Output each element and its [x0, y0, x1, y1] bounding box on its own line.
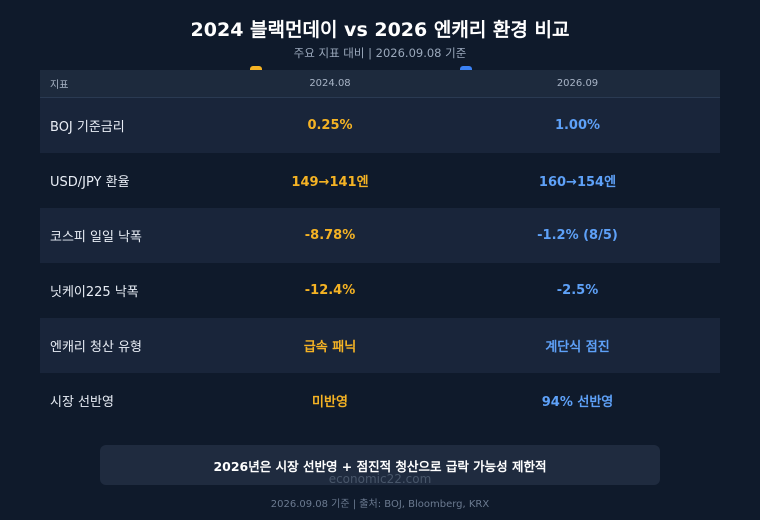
- table-row: BOJ 기준금리 0.25% 1.00%: [40, 98, 720, 153]
- table-row: 코스피 일일 낙폭 -8.78% -1.2% (8/5): [40, 208, 720, 263]
- value-2026: 계단식 점진: [545, 340, 610, 355]
- header-2026: 2026.09: [556, 78, 599, 89]
- value-2026: 94% 선반영: [541, 395, 614, 410]
- row-label: USD/JPY 환율: [50, 175, 130, 190]
- value-2024: 미반영: [312, 395, 348, 410]
- row-label: BOJ 기준금리: [50, 120, 125, 135]
- table-row: 닛케이225 낙폭 -12.4% -2.5%: [40, 263, 720, 318]
- row-label: 엔캐리 청산 유형: [50, 340, 142, 355]
- source-footer: 2026.09.08 기준 | 출처: BOJ, Bloomberg, KRX: [270, 499, 490, 510]
- value-2026: 1.00%: [554, 118, 601, 133]
- watermark: economic22.com: [328, 472, 432, 486]
- table-header: 지표 2024.08 2026.09: [40, 70, 720, 98]
- value-2024: -12.4%: [304, 283, 356, 298]
- row-label: 닛케이225 낙폭: [50, 285, 139, 300]
- value-2024: 급속 패닉: [303, 340, 357, 355]
- table-row: 엔캐리 청산 유형 급속 패닉 계단식 점진: [40, 318, 720, 373]
- value-2024: 149→141엔: [291, 175, 369, 190]
- value-2026: -2.5%: [556, 283, 599, 298]
- page-title: 2024 블랙먼데이 vs 2026 엔캐리 환경 비교: [190, 19, 570, 41]
- row-label: 시장 선반영: [50, 395, 114, 410]
- value-2024: 0.25%: [307, 118, 353, 133]
- legend-marker-2026: [460, 66, 472, 72]
- value-2026: -1.2% (8/5): [537, 228, 618, 243]
- page-subtitle: 주요 지표 대비 | 2026.09.08 기준: [293, 46, 467, 60]
- comparison-table: 지표 2024.08 2026.09 BOJ 기준금리 0.25% 1.00% …: [40, 70, 720, 428]
- value-2026: 160→154엔: [538, 175, 617, 190]
- row-label: 코스피 일일 낙폭: [50, 230, 142, 245]
- summary-note: 2026년은 시장 선반영 + 점진적 청산으로 급락 가능성 제한적: [100, 445, 660, 485]
- legend-marker-2024: [250, 66, 262, 72]
- header-2024: 2024.08: [309, 78, 351, 89]
- header-indicator: 지표: [50, 80, 69, 91]
- value-2024: -8.78%: [304, 228, 356, 243]
- table-row: 시장 선반영 미반영 94% 선반영: [40, 373, 720, 428]
- table-row: USD/JPY 환율 149→141엔 160→154엔: [40, 153, 720, 208]
